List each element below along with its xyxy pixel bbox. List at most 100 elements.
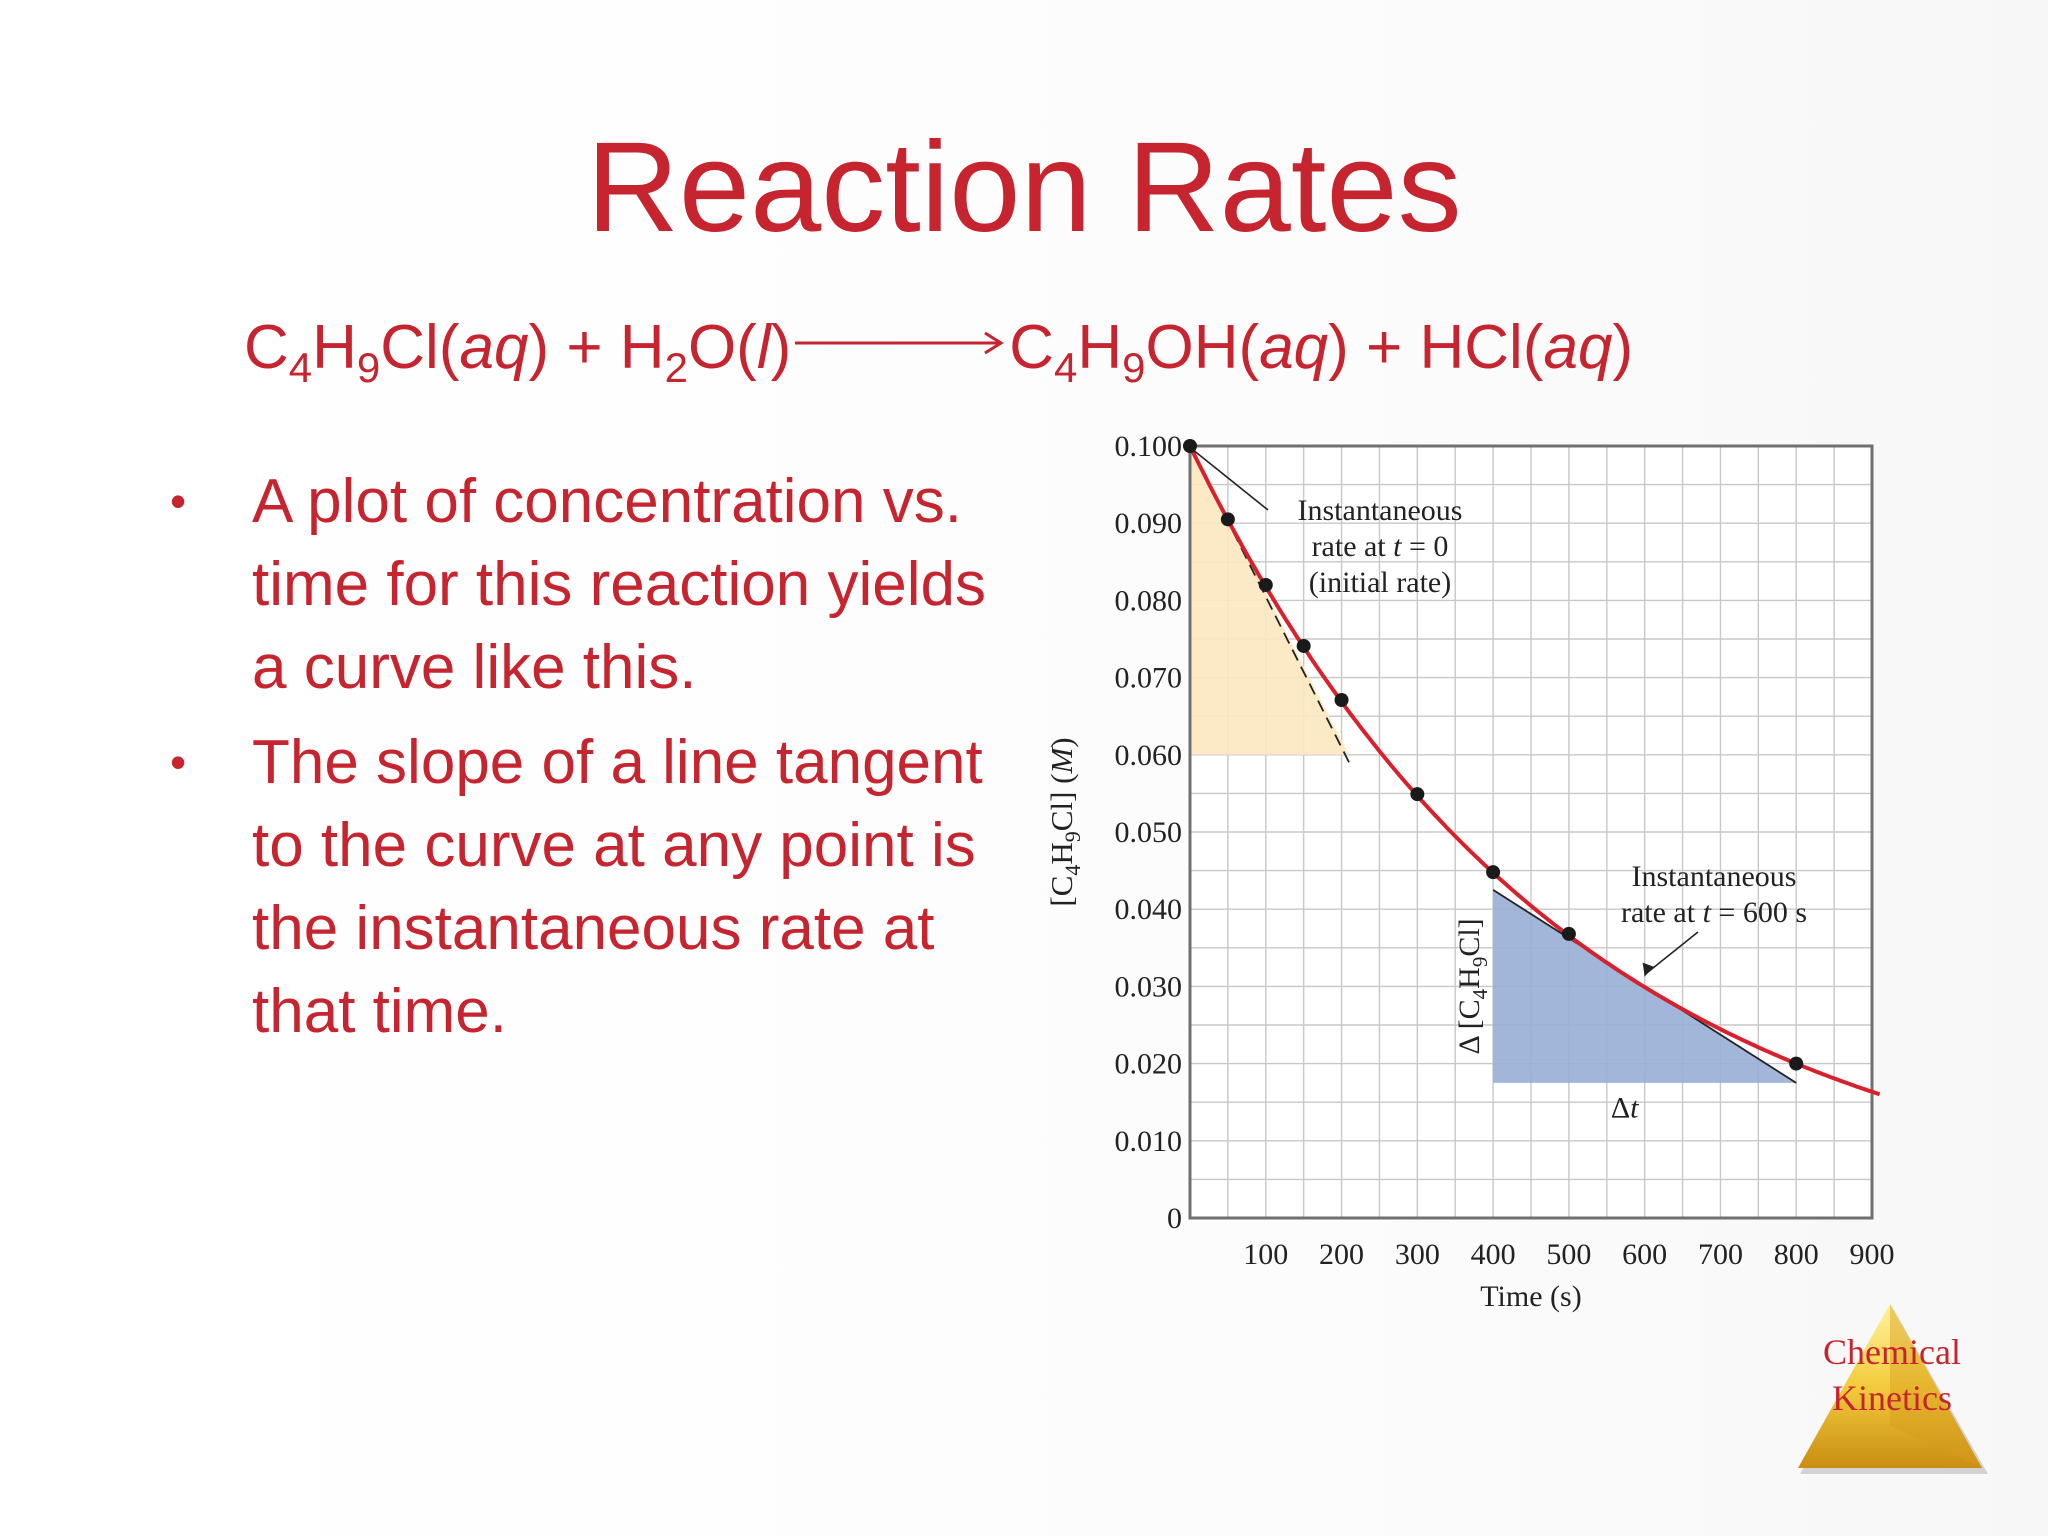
reaction-equation: C4H9Cl(aq) + H2O(l) C4H9OH(aq) + HCl(aq) bbox=[244, 308, 1634, 391]
y-tick-label: 0.030 bbox=[1115, 970, 1183, 1003]
y-axis-label: [C4H9Cl] (M) bbox=[1044, 737, 1085, 906]
x-tick-label: 700 bbox=[1698, 1238, 1743, 1271]
y-tick-label: 0.050 bbox=[1115, 816, 1183, 849]
logo-triangle-facet bbox=[1890, 1304, 1982, 1468]
delta-var: t bbox=[1630, 1092, 1639, 1125]
concentration-time-chart: 0 0.010 0.020 0.030 0.040 0.050 0.060 0.070 0.08… bbox=[1044, 430, 1895, 1313]
reaction-arrow-icon bbox=[795, 331, 1005, 355]
y-label-sub: 9 bbox=[1060, 831, 1085, 842]
eq-r1-base: C bbox=[244, 313, 289, 382]
eq-p1-mid: H bbox=[1077, 313, 1123, 382]
annotation-initial-line3: (initial rate) bbox=[1309, 566, 1451, 599]
eq-r1-mid: H bbox=[312, 313, 357, 382]
y-label-part: Cl] ( bbox=[1044, 774, 1079, 832]
eq-r1-state: aq bbox=[459, 313, 529, 382]
y-tick-label: 0.060 bbox=[1115, 739, 1183, 772]
plot-frame bbox=[1188, 444, 1874, 1220]
annotation-initial-line2: rate at t = 0 bbox=[1312, 530, 1449, 563]
eq-p1-sub1: 4 bbox=[1054, 344, 1078, 391]
data-point bbox=[1561, 926, 1576, 941]
y-tick-label: 0.010 bbox=[1115, 1125, 1183, 1158]
y-label-sub: 4 bbox=[1060, 865, 1085, 876]
bullet-text: A plot of concentration vs. time for thi… bbox=[252, 467, 986, 702]
delta-label-sub: 9 bbox=[1468, 957, 1492, 968]
y-label-part: ) bbox=[1044, 737, 1079, 747]
annotation-text-part: = 600 s bbox=[1711, 896, 1807, 929]
eq-r2-close: ) bbox=[770, 313, 792, 382]
y-tick-label: 0.040 bbox=[1115, 893, 1183, 926]
annotation-text-part: = 0 bbox=[1402, 530, 1449, 563]
y-tick-label: 0.020 bbox=[1115, 1048, 1183, 1081]
bullet-item: • A plot of concentration vs. time for th… bbox=[170, 460, 1000, 709]
bullet-list: • A plot of concentration vs. time for th… bbox=[170, 460, 1000, 1065]
eq-p1-end: OH( bbox=[1145, 313, 1260, 382]
eq-r1-end: Cl( bbox=[380, 313, 460, 382]
data-point bbox=[1220, 512, 1235, 527]
eq-r2-end: O( bbox=[687, 313, 757, 382]
eq-r1-sub2: 9 bbox=[356, 344, 381, 391]
y-label-part: [C bbox=[1044, 876, 1079, 907]
slide-title: Reaction Rates bbox=[586, 116, 1462, 259]
y-tick-label: 0.070 bbox=[1115, 662, 1183, 695]
eq-p2-close: ) bbox=[1612, 313, 1634, 382]
y-label-part: H bbox=[1044, 842, 1079, 864]
annotation-initial-line1: Instantaneous bbox=[1298, 494, 1463, 527]
data-point bbox=[1410, 787, 1425, 802]
annotation-600-arrowhead bbox=[1642, 962, 1654, 977]
delta-label-part: H bbox=[1453, 967, 1486, 989]
eq-p1-base: C bbox=[1009, 313, 1055, 382]
annotation-text-part: rate at bbox=[1312, 530, 1394, 563]
x-axis-label: Time (s) bbox=[1480, 1280, 1581, 1313]
x-tick-label: 800 bbox=[1774, 1238, 1819, 1271]
x-tick-label: 300 bbox=[1395, 1238, 1440, 1271]
eq-plus-2: + bbox=[1366, 313, 1403, 382]
eq-r2-state: l bbox=[756, 313, 771, 382]
y-tick-label: 0 bbox=[1167, 1202, 1182, 1235]
y-tick-label: 0.080 bbox=[1115, 584, 1183, 617]
eq-plus-1: + bbox=[566, 313, 603, 382]
eq-p1-state: aq bbox=[1259, 313, 1329, 382]
delta-label-sub: 4 bbox=[1468, 988, 1492, 999]
delta-t-label: Δt bbox=[1611, 1092, 1639, 1125]
logo-text-line2: Kinetics bbox=[1832, 1378, 1952, 1418]
eq-r1-sub1: 4 bbox=[288, 344, 313, 391]
eq-p2-state: aq bbox=[1543, 313, 1613, 382]
y-label-unit: M bbox=[1044, 746, 1079, 775]
annotation-var: t bbox=[1703, 896, 1712, 929]
logo-triangle bbox=[1798, 1304, 1982, 1468]
chemical-kinetics-logo: Chemical Kinetics bbox=[1798, 1304, 1988, 1474]
data-point bbox=[1258, 577, 1273, 592]
annotation-600-pointer bbox=[1644, 931, 1699, 976]
annotation-600-line1: Instantaneous bbox=[1632, 860, 1797, 893]
data-point bbox=[1296, 638, 1311, 653]
bullet-item: • The slope of a line tangent to the curv… bbox=[170, 721, 1000, 1053]
x-tick-label: 600 bbox=[1622, 1238, 1667, 1271]
x-tick-label: 900 bbox=[1850, 1238, 1895, 1271]
delta-symbol: Δ bbox=[1611, 1092, 1630, 1125]
delta-label-part: Δ [C bbox=[1453, 999, 1486, 1054]
y-tick-label: 0.100 bbox=[1115, 430, 1183, 463]
x-tick-label: 100 bbox=[1243, 1238, 1288, 1271]
logo-text-line1: Chemical bbox=[1823, 1332, 1961, 1372]
x-tick-label: 400 bbox=[1471, 1238, 1516, 1271]
data-point bbox=[1789, 1056, 1804, 1071]
eq-r2-sub: 2 bbox=[664, 344, 688, 391]
data-point bbox=[1486, 865, 1501, 880]
bullet-marker: • bbox=[170, 736, 187, 788]
eq-r2-base: H bbox=[619, 313, 665, 382]
delta-concentration-label: Δ [C4H9Cl] bbox=[1453, 918, 1492, 1054]
annotation-initial-pointer bbox=[1192, 449, 1269, 511]
annotation-600-line2: rate at t = 600 s bbox=[1621, 896, 1807, 929]
annotation-var: t bbox=[1393, 530, 1402, 563]
y-tick-label: 0.090 bbox=[1115, 507, 1183, 540]
bullet-marker: • bbox=[170, 475, 187, 527]
eq-r1-close: ) bbox=[528, 313, 550, 382]
delta-label-part: Cl] bbox=[1453, 918, 1486, 956]
eq-p1-close: ) bbox=[1328, 313, 1349, 382]
eq-p2-base: HCl( bbox=[1419, 313, 1544, 382]
x-tick-label: 500 bbox=[1546, 1238, 1591, 1271]
bullet-text: The slope of a line tangent to the curve… bbox=[252, 728, 983, 1046]
eq-p1-sub2: 9 bbox=[1122, 344, 1146, 391]
grid-lines bbox=[1190, 446, 1872, 1218]
data-point bbox=[1334, 692, 1349, 707]
